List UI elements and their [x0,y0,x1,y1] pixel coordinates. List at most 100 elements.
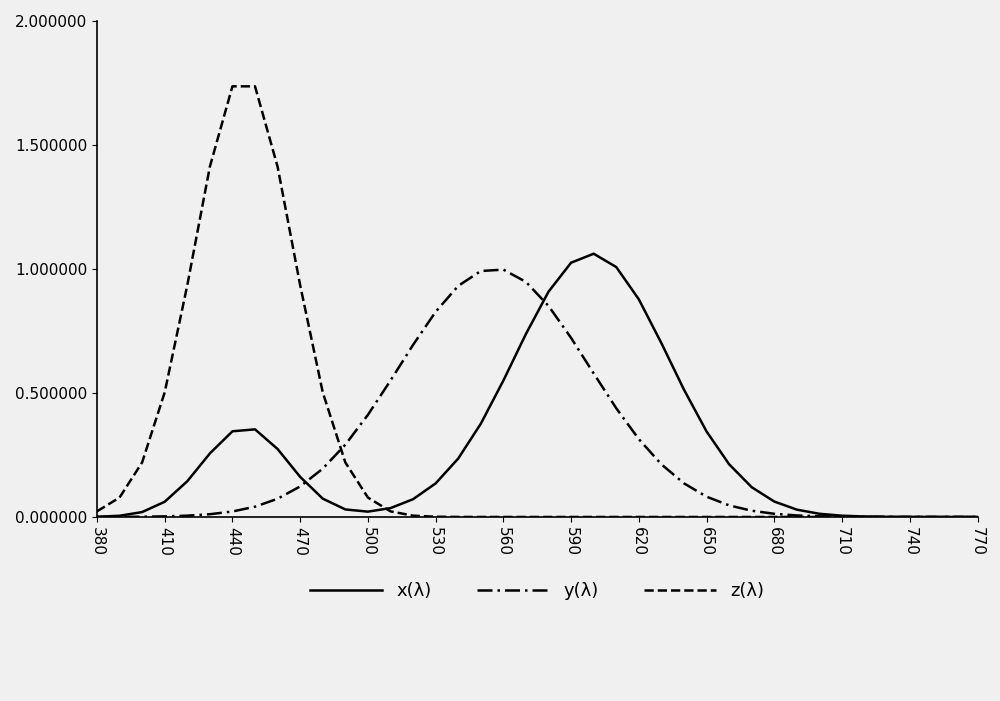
z(λ) [475,512,487,521]
z(λ) [565,512,577,521]
y(λ) [226,508,238,516]
y(λ) [114,512,126,521]
x(λ) [136,508,148,516]
x(λ) [430,479,442,488]
x(λ) [768,497,780,505]
y(λ) [949,512,961,521]
y(λ) [633,435,645,443]
x(λ) [904,512,916,521]
x(λ) [972,512,984,521]
z(λ) [701,512,713,521]
z(λ) [859,512,871,521]
y(λ) [362,411,374,419]
z(λ) [543,512,555,521]
Line: y(λ): y(λ) [97,270,978,517]
x(λ) [926,512,938,521]
y(λ) [678,479,690,488]
y(λ) [181,512,193,520]
z(λ) [452,512,464,521]
z(λ) [91,507,103,515]
z(λ) [633,512,645,521]
z(λ) [249,82,261,90]
z(λ) [226,82,238,90]
z(λ) [497,512,509,521]
x(λ) [362,508,374,516]
x(λ) [701,428,713,436]
x(λ) [475,419,487,428]
x(λ) [384,504,396,512]
y(λ) [791,511,803,519]
z(λ) [768,512,780,521]
x(λ) [859,512,871,521]
y(λ) [701,493,713,501]
z(λ) [136,458,148,467]
y(λ) [813,512,825,520]
x(λ) [633,295,645,304]
z(λ) [204,163,216,171]
z(λ) [746,512,758,521]
z(λ) [610,512,622,521]
y(λ) [497,266,509,274]
y(λ) [204,510,216,519]
y(λ) [384,376,396,385]
z(λ) [114,494,126,502]
x(λ) [949,512,961,521]
x(λ) [543,287,555,296]
y(λ) [159,512,171,521]
x(λ) [204,449,216,458]
z(λ) [362,494,374,502]
x(λ) [294,472,306,481]
y(λ) [723,501,735,510]
x(λ) [272,445,284,454]
x(λ) [452,454,464,463]
z(λ) [384,507,396,515]
z(λ) [881,512,893,521]
z(λ) [926,512,938,521]
x(λ) [317,494,329,503]
y(λ) [475,267,487,275]
y(λ) [294,482,306,491]
y(λ) [610,404,622,412]
x(λ) [678,386,690,394]
z(λ) [723,512,735,521]
x(λ) [610,263,622,271]
y(λ) [430,308,442,316]
x(λ) [746,483,758,491]
z(λ) [949,512,961,521]
x(λ) [520,329,532,338]
z(λ) [791,512,803,521]
x(λ) [565,259,577,267]
y(λ) [859,512,871,521]
y(λ) [768,510,780,518]
x(λ) [836,512,848,520]
y(λ) [972,512,984,521]
x(λ) [181,477,193,486]
z(λ) [655,512,667,521]
y(λ) [836,512,848,521]
y(λ) [655,460,667,468]
x(λ) [407,495,419,503]
x(λ) [655,339,667,348]
x(λ) [791,505,803,514]
z(λ) [294,281,306,290]
y(λ) [272,494,284,503]
y(λ) [91,512,103,521]
y(λ) [249,503,261,511]
z(λ) [159,388,171,397]
x(λ) [91,512,103,521]
x(λ) [497,376,509,385]
z(λ) [836,512,848,521]
x(λ) [226,427,238,435]
y(λ) [407,341,419,349]
z(λ) [272,163,284,171]
z(λ) [588,512,600,521]
y(λ) [452,282,464,290]
Legend: x(λ), y(λ), z(λ): x(λ), y(λ), z(λ) [303,575,772,607]
y(λ) [520,278,532,286]
z(λ) [904,512,916,521]
z(λ) [407,512,419,520]
x(λ) [159,498,171,506]
y(λ) [904,512,916,521]
y(λ) [588,369,600,378]
y(λ) [317,465,329,473]
